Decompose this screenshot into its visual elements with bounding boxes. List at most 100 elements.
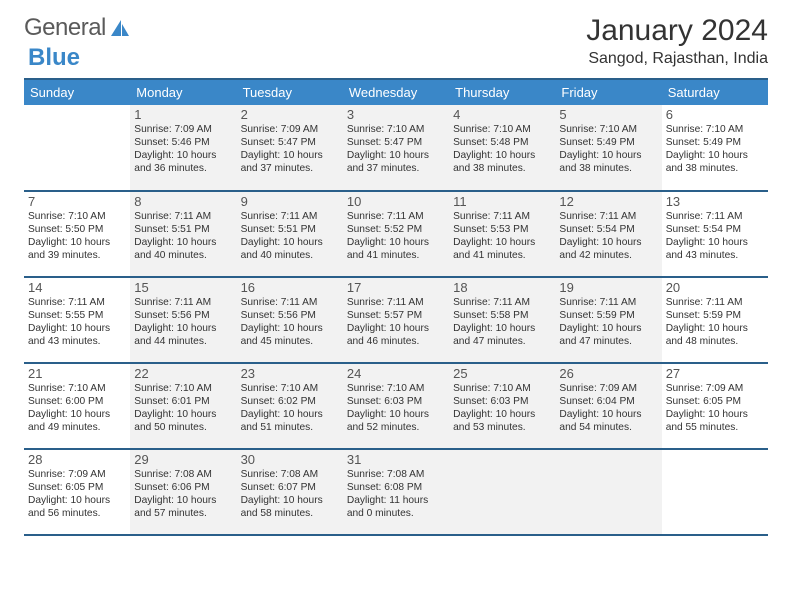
day-number: 21 — [28, 366, 126, 382]
day-info: Sunrise: 7:10 AMSunset: 6:00 PMDaylight:… — [28, 382, 126, 434]
weekday-header: Friday — [555, 79, 661, 105]
day-cell: 28Sunrise: 7:09 AMSunset: 6:05 PMDayligh… — [24, 449, 130, 535]
sail-icon — [109, 18, 131, 38]
logo: General — [24, 14, 131, 42]
day-cell: 10Sunrise: 7:11 AMSunset: 5:52 PMDayligh… — [343, 191, 449, 277]
title-block: January 2024 Sangod, Rajasthan, India — [586, 14, 768, 68]
day-info: Sunrise: 7:10 AMSunset: 5:49 PMDaylight:… — [559, 123, 657, 175]
day-number: 16 — [241, 280, 339, 296]
day-info: Sunrise: 7:08 AMSunset: 6:08 PMDaylight:… — [347, 468, 445, 520]
day-number: 5 — [559, 107, 657, 123]
day-info: Sunrise: 7:10 AMSunset: 5:47 PMDaylight:… — [347, 123, 445, 175]
day-number: 31 — [347, 452, 445, 468]
day-number: 2 — [241, 107, 339, 123]
day-number: 4 — [453, 107, 551, 123]
day-info: Sunrise: 7:11 AMSunset: 5:54 PMDaylight:… — [559, 210, 657, 262]
day-number: 7 — [28, 194, 126, 210]
day-cell: 23Sunrise: 7:10 AMSunset: 6:02 PMDayligh… — [237, 363, 343, 449]
day-number: 15 — [134, 280, 232, 296]
day-cell: 5Sunrise: 7:10 AMSunset: 5:49 PMDaylight… — [555, 105, 661, 191]
day-info: Sunrise: 7:11 AMSunset: 5:54 PMDaylight:… — [666, 210, 764, 262]
day-number: 14 — [28, 280, 126, 296]
day-info: Sunrise: 7:08 AMSunset: 6:06 PMDaylight:… — [134, 468, 232, 520]
weekday-header: Sunday — [24, 79, 130, 105]
day-cell: 3Sunrise: 7:10 AMSunset: 5:47 PMDaylight… — [343, 105, 449, 191]
day-number: 3 — [347, 107, 445, 123]
day-cell: 14Sunrise: 7:11 AMSunset: 5:55 PMDayligh… — [24, 277, 130, 363]
day-number: 29 — [134, 452, 232, 468]
day-number: 30 — [241, 452, 339, 468]
day-number: 26 — [559, 366, 657, 382]
day-number: 28 — [28, 452, 126, 468]
day-info: Sunrise: 7:09 AMSunset: 5:47 PMDaylight:… — [241, 123, 339, 175]
day-number: 11 — [453, 194, 551, 210]
day-cell: 22Sunrise: 7:10 AMSunset: 6:01 PMDayligh… — [130, 363, 236, 449]
weekday-header: Saturday — [662, 79, 768, 105]
calendar-week-row: 1Sunrise: 7:09 AMSunset: 5:46 PMDaylight… — [24, 105, 768, 191]
day-cell: 29Sunrise: 7:08 AMSunset: 6:06 PMDayligh… — [130, 449, 236, 535]
day-info: Sunrise: 7:09 AMSunset: 5:46 PMDaylight:… — [134, 123, 232, 175]
calendar-week-row: 21Sunrise: 7:10 AMSunset: 6:00 PMDayligh… — [24, 363, 768, 449]
day-number: 8 — [134, 194, 232, 210]
weekday-header: Monday — [130, 79, 236, 105]
day-info: Sunrise: 7:11 AMSunset: 5:57 PMDaylight:… — [347, 296, 445, 348]
day-number: 17 — [347, 280, 445, 296]
day-info: Sunrise: 7:10 AMSunset: 6:01 PMDaylight:… — [134, 382, 232, 434]
day-info: Sunrise: 7:11 AMSunset: 5:55 PMDaylight:… — [28, 296, 126, 348]
day-info: Sunrise: 7:11 AMSunset: 5:56 PMDaylight:… — [134, 296, 232, 348]
empty-cell — [24, 105, 130, 191]
day-number: 18 — [453, 280, 551, 296]
day-number: 24 — [347, 366, 445, 382]
day-cell: 7Sunrise: 7:10 AMSunset: 5:50 PMDaylight… — [24, 191, 130, 277]
day-cell: 2Sunrise: 7:09 AMSunset: 5:47 PMDaylight… — [237, 105, 343, 191]
day-info: Sunrise: 7:11 AMSunset: 5:53 PMDaylight:… — [453, 210, 551, 262]
calendar-week-row: 28Sunrise: 7:09 AMSunset: 6:05 PMDayligh… — [24, 449, 768, 535]
day-cell: 25Sunrise: 7:10 AMSunset: 6:03 PMDayligh… — [449, 363, 555, 449]
logo-text-general: General — [24, 14, 106, 42]
day-info: Sunrise: 7:09 AMSunset: 6:05 PMDaylight:… — [666, 382, 764, 434]
day-info: Sunrise: 7:11 AMSunset: 5:52 PMDaylight:… — [347, 210, 445, 262]
day-cell: 15Sunrise: 7:11 AMSunset: 5:56 PMDayligh… — [130, 277, 236, 363]
calendar-grid: 1Sunrise: 7:09 AMSunset: 5:46 PMDaylight… — [24, 105, 768, 536]
month-title: January 2024 — [586, 14, 768, 48]
day-info: Sunrise: 7:11 AMSunset: 5:51 PMDaylight:… — [134, 210, 232, 262]
day-info: Sunrise: 7:09 AMSunset: 6:04 PMDaylight:… — [559, 382, 657, 434]
day-number: 23 — [241, 366, 339, 382]
day-info: Sunrise: 7:10 AMSunset: 6:03 PMDaylight:… — [347, 382, 445, 434]
day-number: 20 — [666, 280, 764, 296]
day-number: 6 — [666, 107, 764, 123]
weekday-header: Wednesday — [343, 79, 449, 105]
day-cell: 31Sunrise: 7:08 AMSunset: 6:08 PMDayligh… — [343, 449, 449, 535]
day-number: 9 — [241, 194, 339, 210]
weekday-header: Tuesday — [237, 79, 343, 105]
day-cell: 16Sunrise: 7:11 AMSunset: 5:56 PMDayligh… — [237, 277, 343, 363]
empty-cell — [662, 449, 768, 535]
day-info: Sunrise: 7:10 AMSunset: 5:49 PMDaylight:… — [666, 123, 764, 175]
empty-cell — [555, 449, 661, 535]
day-info: Sunrise: 7:08 AMSunset: 6:07 PMDaylight:… — [241, 468, 339, 520]
day-number: 1 — [134, 107, 232, 123]
page-header: General January 2024 Sangod, Rajasthan, … — [0, 0, 792, 74]
day-cell: 13Sunrise: 7:11 AMSunset: 5:54 PMDayligh… — [662, 191, 768, 277]
empty-cell — [449, 449, 555, 535]
day-info: Sunrise: 7:11 AMSunset: 5:56 PMDaylight:… — [241, 296, 339, 348]
logo-text-blue: Blue — [28, 44, 80, 72]
day-cell: 6Sunrise: 7:10 AMSunset: 5:49 PMDaylight… — [662, 105, 768, 191]
day-cell: 1Sunrise: 7:09 AMSunset: 5:46 PMDaylight… — [130, 105, 236, 191]
day-number: 13 — [666, 194, 764, 210]
day-cell: 18Sunrise: 7:11 AMSunset: 5:58 PMDayligh… — [449, 277, 555, 363]
day-cell: 21Sunrise: 7:10 AMSunset: 6:00 PMDayligh… — [24, 363, 130, 449]
day-cell: 9Sunrise: 7:11 AMSunset: 5:51 PMDaylight… — [237, 191, 343, 277]
day-cell: 20Sunrise: 7:11 AMSunset: 5:59 PMDayligh… — [662, 277, 768, 363]
day-info: Sunrise: 7:10 AMSunset: 5:48 PMDaylight:… — [453, 123, 551, 175]
day-cell: 30Sunrise: 7:08 AMSunset: 6:07 PMDayligh… — [237, 449, 343, 535]
day-number: 10 — [347, 194, 445, 210]
day-cell: 4Sunrise: 7:10 AMSunset: 5:48 PMDaylight… — [449, 105, 555, 191]
day-cell: 12Sunrise: 7:11 AMSunset: 5:54 PMDayligh… — [555, 191, 661, 277]
day-cell: 17Sunrise: 7:11 AMSunset: 5:57 PMDayligh… — [343, 277, 449, 363]
day-cell: 27Sunrise: 7:09 AMSunset: 6:05 PMDayligh… — [662, 363, 768, 449]
day-info: Sunrise: 7:11 AMSunset: 5:58 PMDaylight:… — [453, 296, 551, 348]
calendar-week-row: 7Sunrise: 7:10 AMSunset: 5:50 PMDaylight… — [24, 191, 768, 277]
day-info: Sunrise: 7:11 AMSunset: 5:59 PMDaylight:… — [666, 296, 764, 348]
day-cell: 26Sunrise: 7:09 AMSunset: 6:04 PMDayligh… — [555, 363, 661, 449]
